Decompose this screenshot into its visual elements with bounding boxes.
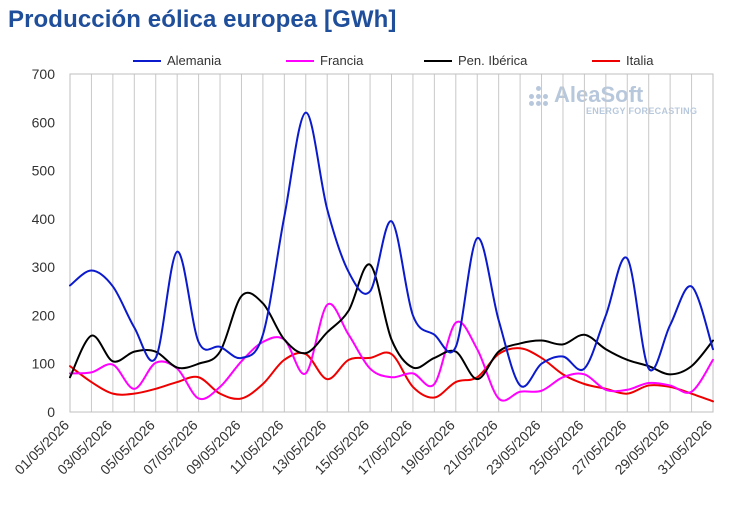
y-tick-label: 400 [32,211,56,227]
y-tick-label: 100 [32,356,56,372]
legend: Alemania Francia Pen. Ibérica Italia [0,53,730,73]
series-line-italia [69,347,714,403]
x-tick-label: 19/05/2026 [397,417,458,478]
x-tick-label: 07/05/2026 [140,417,201,478]
x-tick-label: 29/05/2026 [611,417,672,478]
grid [69,73,714,413]
y-tick-label: 500 [32,163,56,179]
legend-label-pen-iberica: Pen. Ibérica [458,53,528,68]
x-tick-label: 09/05/2026 [183,417,244,478]
legend-swatch-francia [286,59,314,62]
series-line-pen-iberica [69,263,714,381]
legend-item-alemania: Alemania [133,53,221,68]
y-tick-label: 0 [47,404,55,420]
x-tick-label: 17/05/2026 [354,417,415,478]
x-tick-label: 25/05/2026 [526,417,587,478]
x-tick-label: 23/05/2026 [483,417,544,478]
legend-swatch-alemania [133,59,161,62]
legend-swatch-italia [592,59,620,62]
series-line-francia [69,302,714,402]
x-tick-label: 21/05/2026 [440,417,501,478]
x-tick-label: 01/05/2026 [11,417,72,478]
logo-dots-icon [528,86,550,108]
legend-label-francia: Francia [320,53,364,68]
x-tick-label: 13/05/2026 [268,417,329,478]
legend-label-alemania: Alemania [167,53,222,68]
chart-title: Producción eólica europea [GWh] [8,6,397,33]
legend-item-pen-iberica: Pen. Ibérica [424,53,527,68]
aleasoft-logo: AleaSoft ENERGY FORECASTING [528,82,708,120]
x-tick-label: 27/05/2026 [569,417,630,478]
x-tick-label: 31/05/2026 [654,417,715,478]
y-tick-label: 300 [32,259,56,275]
plot-frame [69,73,714,413]
logo-name: AleaSoft [554,82,644,107]
series-line-alemania [69,111,714,388]
series-lines [69,111,714,403]
legend-swatch-pen-iberica [424,59,452,62]
y-tick-label: 200 [32,307,56,323]
x-tick-label: 11/05/2026 [226,417,286,477]
axes: 010020030040050060070001/05/202603/05/20… [11,66,715,478]
logo-subtitle: ENERGY FORECASTING [586,106,698,116]
x-tick-label: 03/05/2026 [54,417,115,478]
legend-label-italia: Italia [626,53,654,68]
legend-item-italia: Italia [592,53,653,68]
legend-item-francia: Francia [286,53,363,68]
x-tick-label: 15/05/2026 [311,417,372,478]
y-tick-label: 600 [32,114,56,130]
x-tick-label: 05/05/2026 [97,417,158,478]
